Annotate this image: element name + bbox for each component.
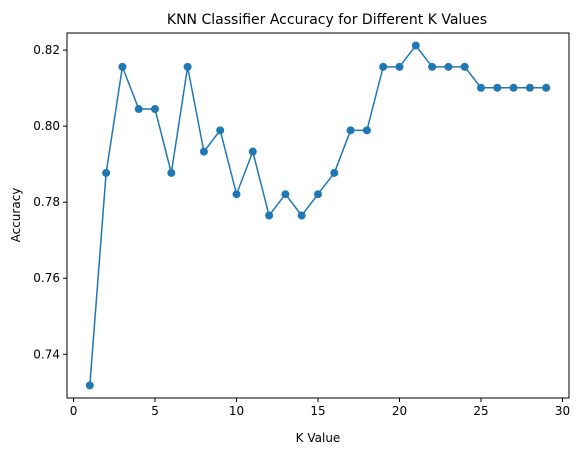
data-point (493, 83, 502, 92)
data-point (428, 62, 437, 71)
data-point (542, 83, 551, 92)
x-tick-label: 30 (555, 404, 570, 418)
data-point (395, 62, 404, 71)
data-point (199, 147, 208, 156)
data-point (297, 211, 306, 220)
y-tick-label: 0.80 (33, 119, 60, 133)
series-accuracy (85, 41, 551, 390)
data-point (232, 190, 241, 199)
x-tick-label: 0 (70, 404, 78, 418)
chart-title: KNN Classifier Accuracy for Different K … (167, 12, 487, 28)
data-point (118, 62, 127, 71)
data-point (85, 381, 94, 390)
data-point (183, 62, 192, 71)
data-point (525, 83, 534, 92)
y-tick-label: 0.78 (33, 195, 60, 209)
x-tick-label: 15 (310, 404, 325, 418)
x-axis-label: K Value (296, 431, 341, 445)
y-tick-label: 0.82 (33, 43, 60, 57)
x-tick-label: 10 (229, 404, 244, 418)
data-point (411, 41, 420, 50)
data-point (379, 62, 388, 71)
series-line (89, 44, 547, 386)
y-tick-label: 0.76 (33, 271, 60, 285)
x-tick-label: 25 (473, 404, 488, 418)
data-point (314, 190, 322, 199)
data-point (330, 168, 339, 177)
data-point (167, 168, 176, 177)
data-point (151, 105, 160, 114)
data-point (281, 190, 290, 199)
data-point (509, 83, 518, 92)
x-tick-label: 5 (151, 404, 159, 418)
y-axis-label: Accuracy (9, 188, 23, 243)
data-point (476, 83, 485, 92)
data-point (265, 211, 274, 220)
data-point (460, 62, 469, 71)
data-point (346, 126, 355, 135)
data-point (362, 126, 371, 135)
data-point (102, 168, 111, 177)
x-tick-label: 20 (392, 404, 407, 418)
data-point (444, 62, 453, 71)
data-point (216, 126, 225, 135)
x-axis: 0 5 10 15 20 25 30 (70, 398, 570, 418)
data-point (134, 105, 143, 114)
y-tick-label: 0.74 (33, 347, 60, 361)
y-axis: 0.74 0.76 0.78 0.80 0.82 (33, 43, 67, 361)
data-point (248, 147, 257, 156)
